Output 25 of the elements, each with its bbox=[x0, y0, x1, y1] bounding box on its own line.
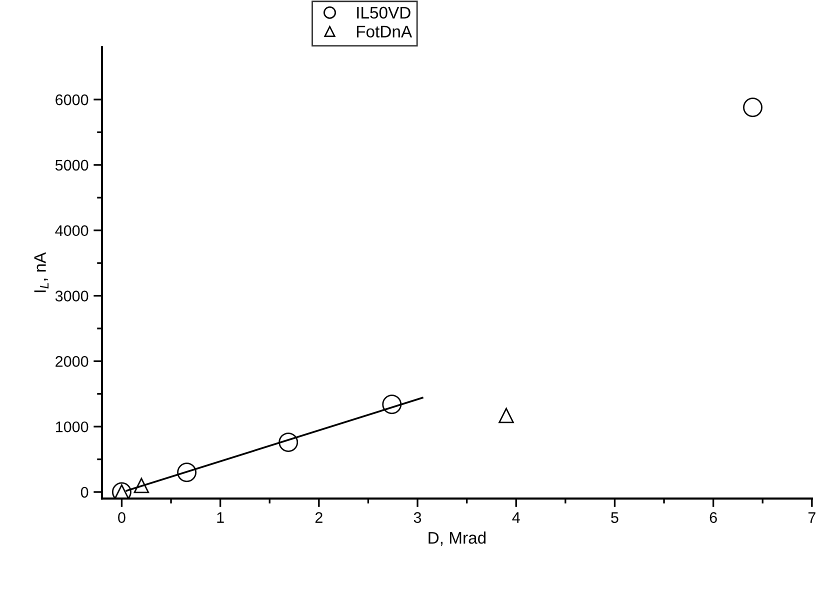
point bbox=[743, 98, 762, 118]
y-tick-label: 0 bbox=[80, 486, 88, 498]
x-axis-title: D, Mrad bbox=[428, 532, 486, 546]
legend-label: IL50VD bbox=[357, 6, 410, 19]
legend-label: FotDnA bbox=[356, 26, 412, 38]
y-tick-label: 2000 bbox=[56, 356, 88, 367]
point bbox=[177, 462, 197, 482]
y-tick-label: 6000 bbox=[56, 94, 88, 106]
x-tick-label: 1 bbox=[217, 512, 224, 523]
y-tick-label: 3000 bbox=[55, 290, 88, 302]
point bbox=[382, 394, 402, 414]
point bbox=[134, 478, 150, 494]
point bbox=[278, 432, 298, 452]
y-tick-label: 5000 bbox=[55, 160, 88, 171]
x-tick-label: 6 bbox=[710, 512, 717, 523]
y-tick-label: 1000 bbox=[56, 421, 88, 432]
point bbox=[498, 408, 514, 424]
x-tick-label: 0 bbox=[118, 512, 126, 523]
x-tick-label: 3 bbox=[414, 512, 422, 523]
y-tick-label: 4000 bbox=[55, 225, 88, 236]
x-tick-label: 4 bbox=[512, 512, 520, 523]
x-tick-label: 2 bbox=[315, 512, 322, 523]
x-tick-label: 7 bbox=[808, 512, 816, 523]
x-tick-label: 5 bbox=[611, 512, 618, 523]
y-axis-title: I$_{L}$, nA bbox=[34, 252, 49, 292]
